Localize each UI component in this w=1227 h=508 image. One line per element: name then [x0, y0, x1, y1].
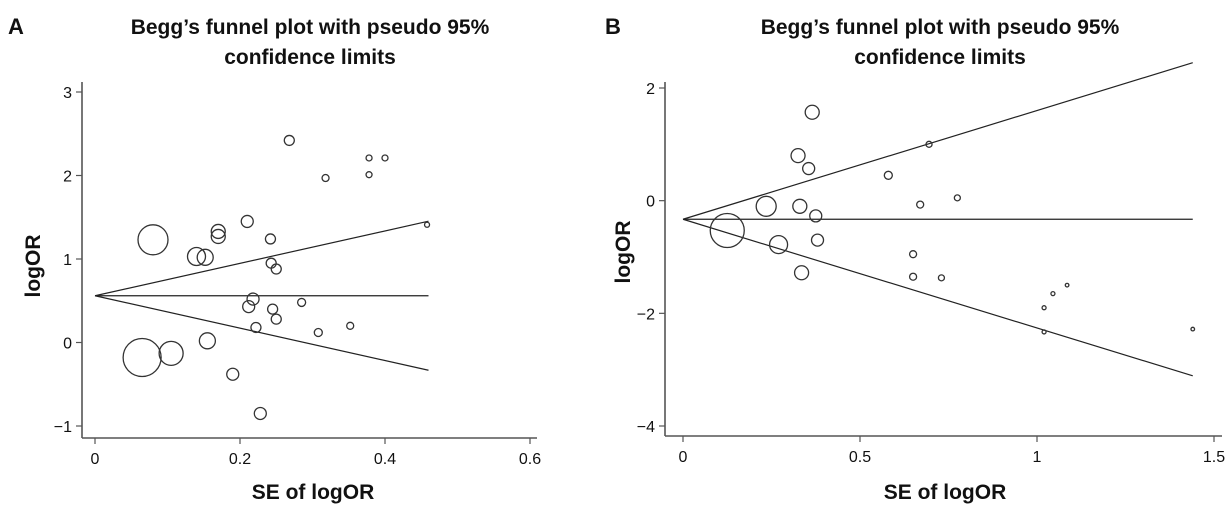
panel-a-study-point — [264, 233, 277, 245]
panel-b-title-line-2: confidence limits — [854, 46, 1026, 69]
panel-b-lower-confidence-limit — [682, 218, 1193, 377]
panel-a-x-tick-label: 0.4 — [374, 451, 396, 468]
panel-a-study-point — [346, 321, 355, 330]
panel-b-study-point — [809, 209, 823, 223]
panel-a-study-point — [313, 327, 323, 338]
panel-b: B Begg’s funnel plot with pseudo 95% con… — [605, 14, 1225, 504]
panel-a-study-point — [210, 223, 226, 240]
panel-a-y-axis-title: logOR — [22, 235, 45, 298]
panel-b-letter: B — [605, 14, 621, 39]
panel-a-study-point — [158, 340, 184, 367]
panel-a-study-point — [226, 367, 240, 381]
panel-a-y-tick-label: 2 — [63, 169, 72, 186]
panel-b-x-tick-label: 0.5 — [849, 449, 871, 466]
panel-a-x-tick-label: 0.6 — [519, 451, 541, 468]
panel-b-study-point — [916, 200, 925, 209]
panel-b-y-tick-label: −4 — [637, 419, 655, 436]
panel-a-study-point — [250, 321, 262, 334]
panel-a-study-point — [266, 303, 279, 315]
panel-b-study-point — [792, 198, 808, 214]
panel-b-study-point — [883, 170, 893, 180]
panel-a-study-point — [253, 406, 267, 421]
panel-b-study-point — [1041, 329, 1047, 335]
panel-b-study-point — [804, 104, 820, 120]
panel-a-letter: A — [8, 14, 24, 39]
panel-b-study-point — [908, 250, 918, 259]
panel-b-study-point — [908, 272, 918, 281]
panel-a-study-point — [240, 214, 254, 229]
panel-b-study-point — [709, 212, 745, 249]
panel-a: A Begg’s funnel plot with pseudo 95% con… — [8, 14, 541, 504]
panel-a-study-point — [270, 263, 282, 275]
panel-a-study-point — [296, 297, 307, 308]
panel-a-x-axis-title: SE of logOR — [252, 481, 375, 504]
panel-a-y-tick-label: 1 — [63, 252, 72, 269]
panel-b-study-point — [1041, 305, 1047, 311]
panel-a-title-line-1: Begg’s funnel plot with pseudo 95% — [131, 16, 490, 39]
panel-a-y-tick-label: 3 — [63, 85, 72, 102]
panel-a-study-point — [196, 248, 214, 266]
panel-b-study-point — [953, 194, 961, 202]
panel-b-upper-confidence-limit — [682, 62, 1193, 220]
panel-a-y-tick-label: 0 — [63, 336, 72, 353]
panel-b-y-axis-title: logOR — [612, 221, 635, 284]
panel-b-study-point — [810, 233, 825, 247]
panel-a-study-point — [198, 332, 217, 350]
panel-b-y-tick-label: 2 — [646, 81, 655, 98]
panel-a-y-tick-label: −1 — [54, 419, 72, 436]
panel-a-study-point — [321, 173, 330, 183]
panel-a-study-point — [186, 246, 207, 267]
panel-b-study-point — [1050, 290, 1056, 297]
panel-a-study-point — [210, 228, 226, 245]
panel-a-study-point — [137, 224, 169, 256]
panel-b-x-tick-label: 1 — [1033, 449, 1042, 466]
panel-b-title-line-1: Begg’s funnel plot with pseudo 95% — [761, 16, 1120, 39]
panel-a-study-point — [122, 337, 162, 378]
panel-a-study-point — [381, 154, 389, 162]
panel-b-study-point — [1064, 282, 1070, 288]
panel-b-study-point — [937, 274, 946, 282]
panel-b-x-tick-label: 0 — [679, 449, 688, 466]
panel-a-study-point — [365, 171, 373, 179]
panel-a-study-point — [270, 313, 282, 325]
panel-b-study-point — [755, 195, 777, 217]
panel-b-x-axis-title: SE of logOR — [884, 481, 1007, 504]
panel-b-study-point — [925, 140, 933, 148]
panel-a-study-point — [283, 134, 295, 147]
panel-b-x-tick-label: 1.5 — [1203, 449, 1225, 466]
panel-b-y-tick-label: 0 — [646, 194, 655, 211]
panel-a-lower-confidence-limit — [94, 295, 429, 371]
panel-a-study-point — [246, 292, 260, 306]
panel-b-study-point — [1190, 326, 1196, 332]
panel-b-study-point — [768, 234, 789, 255]
panel-a-title-line-2: confidence limits — [224, 46, 396, 69]
panel-a-study-point — [242, 299, 256, 314]
panel-a-study-point — [423, 221, 431, 228]
panel-a-x-tick-label: 0 — [91, 451, 100, 468]
panel-b-y-tick-label: −2 — [637, 306, 655, 323]
panel-a-upper-confidence-limit — [94, 220, 429, 297]
panel-a-study-point — [365, 154, 373, 162]
panel-b-study-point — [793, 265, 810, 281]
panel-b-study-point — [802, 161, 816, 176]
panel-a-x-tick-label: 0.2 — [229, 451, 251, 468]
panel-b-study-point — [790, 147, 806, 164]
